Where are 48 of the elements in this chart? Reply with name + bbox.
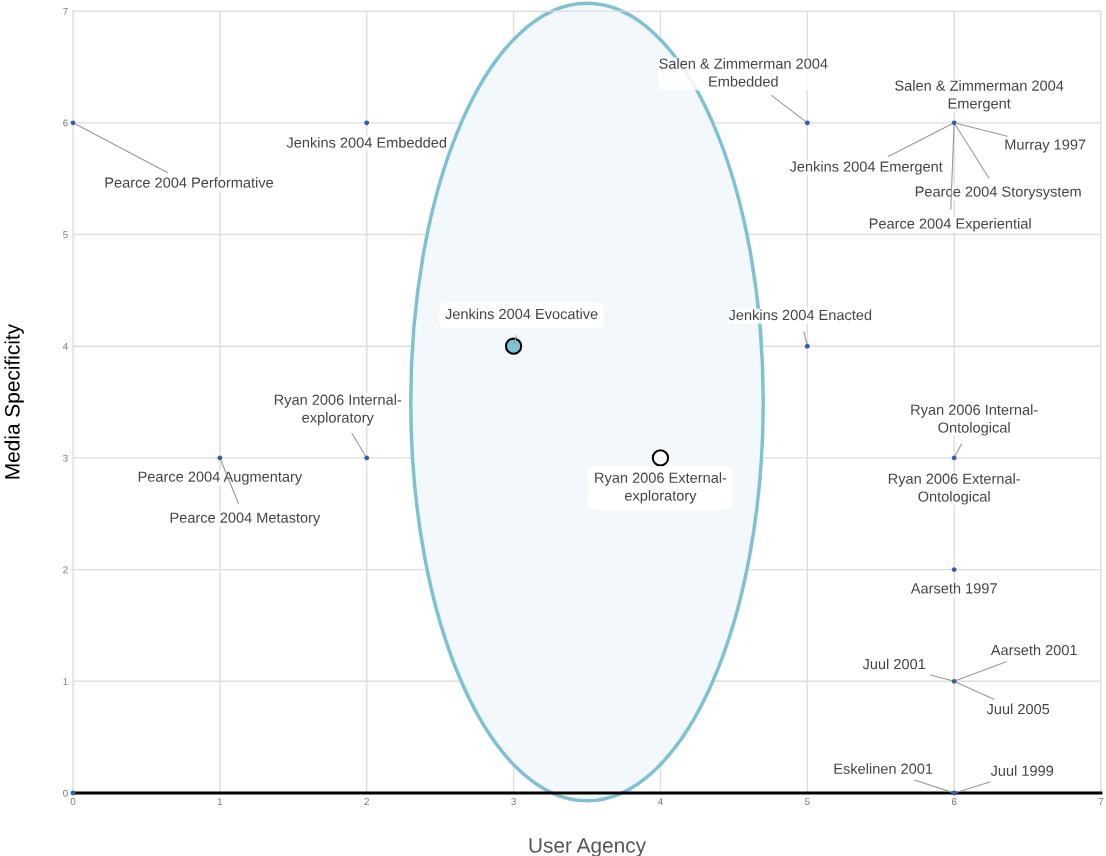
point bbox=[951, 567, 957, 573]
annotation: Ryan 2006 External- exploratory bbox=[595, 472, 727, 504]
point bbox=[951, 120, 957, 126]
y-tick-label: 4 bbox=[62, 343, 68, 350]
annotation: Ryan 2006 Internal- exploratory bbox=[274, 394, 402, 426]
y-tick-label: 6 bbox=[63, 119, 68, 127]
annotation: Ryan 2006 External- Ontological bbox=[888, 473, 1020, 505]
annotation: Salen & Zimmerman 2004 Embedded bbox=[659, 58, 828, 87]
annotation: Juul 2001 bbox=[862, 658, 926, 670]
annotation: Jenkins 2004 Emergent bbox=[789, 161, 943, 175]
y-tick-label: 3 bbox=[63, 454, 68, 462]
point bbox=[70, 120, 76, 126]
y-tick-label: 2 bbox=[63, 566, 68, 574]
annotation: Juul 2005 bbox=[986, 703, 1050, 715]
annotation: Pearce 2004 Metastory bbox=[170, 512, 321, 526]
x-tick-label: 1 bbox=[217, 798, 223, 805]
point bbox=[364, 455, 370, 461]
x-tick-label: 0 bbox=[70, 798, 76, 805]
point bbox=[804, 120, 810, 126]
annotation: Pearce 2004 Performative bbox=[105, 177, 274, 188]
annotation: Pearce 2004 Augmentary bbox=[138, 471, 303, 485]
point bbox=[951, 678, 957, 684]
annotation: Ryan 2006 Internal- Ontological bbox=[911, 404, 1038, 436]
annotation: Salen & Zimmerman 2004 Emergent bbox=[895, 80, 1064, 112]
annotation: Jenkins 2004 Embedded bbox=[286, 137, 447, 148]
x-tick-label: 7 bbox=[1098, 798, 1104, 805]
x-tick-label: 6 bbox=[951, 798, 957, 805]
y-tick-label: 1 bbox=[63, 678, 68, 685]
point bbox=[804, 343, 810, 349]
annotation: Pearce 2004 Experiential bbox=[869, 218, 1031, 232]
annotation: Juul 1999 bbox=[990, 765, 1054, 776]
y-tick-label: 7 bbox=[63, 7, 68, 15]
x-tick-label: 5 bbox=[804, 798, 810, 805]
x-tick-label: 3 bbox=[511, 798, 516, 805]
y-tick-label: 0 bbox=[63, 789, 68, 797]
annotation: Murray 1997 bbox=[1005, 139, 1086, 153]
annotation: Eskelinen 2001 bbox=[834, 763, 933, 774]
x-tick-label: 2 bbox=[364, 798, 369, 805]
annotation: Aarseth 1997 bbox=[910, 582, 997, 594]
annotation: Jenkins 2004 Evocative bbox=[445, 308, 598, 320]
annotation: Aarseth 2001 bbox=[990, 644, 1077, 656]
annotation: Jenkins 2004 Enacted bbox=[728, 309, 872, 321]
x-tick-label: 4 bbox=[657, 798, 663, 805]
x-axis-title: User Agency bbox=[529, 838, 647, 856]
y-axis-title: Media Specificity bbox=[4, 323, 24, 479]
annotation: Pearce 2004 Storysystem bbox=[915, 186, 1081, 200]
point bbox=[364, 120, 370, 126]
y-tick-label: 5 bbox=[63, 231, 68, 239]
